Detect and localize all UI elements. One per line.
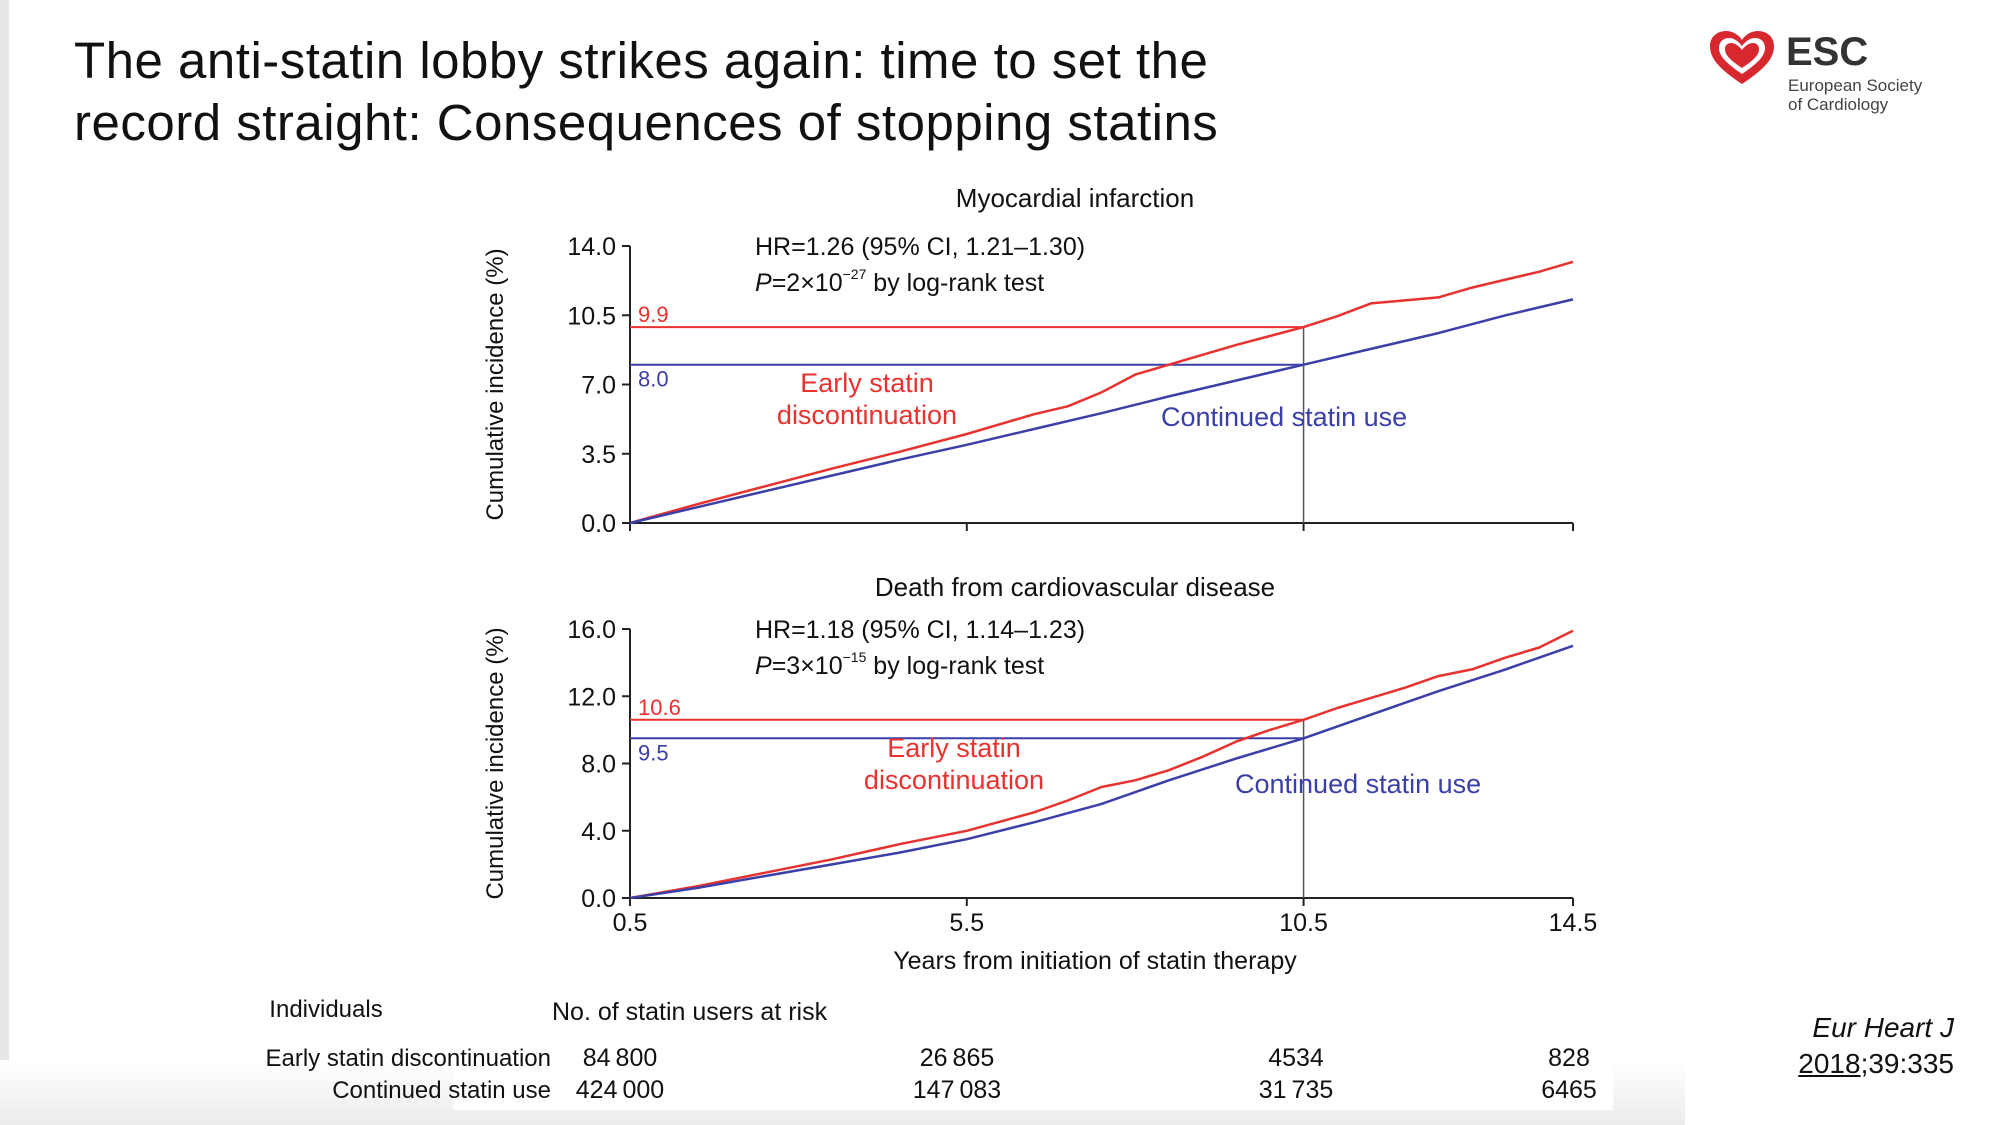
series-label-early-line2: discontinuation [777, 400, 957, 430]
y-tick-label: 16.0 [567, 616, 616, 644]
risk-table-row-label: Continued statin use [332, 1077, 551, 1104]
y-tick-label: 8.0 [581, 751, 616, 779]
risk-table-cell: 424 000 [576, 1076, 664, 1104]
slide-left-edge [0, 0, 9, 1125]
series-label-early-line1: Early statin [887, 733, 1021, 763]
risk-table-cell: 31 735 [1259, 1076, 1334, 1104]
p-value-base: =3×10 [772, 652, 843, 680]
p-value-base: =2×10 [772, 269, 843, 297]
heart-icon [1710, 31, 1774, 84]
slide-title-line1: The anti-statin lobby strikes again: tim… [74, 32, 1209, 89]
risk-table: Individuals No. of statin users at riskEa… [266, 996, 1597, 1104]
p-symbol: P [755, 652, 772, 680]
x-tick-label: 14.5 [1549, 909, 1598, 937]
slide-title-line2: record straight: Consequences of stoppin… [74, 94, 1219, 151]
y-tick-label: 4.0 [581, 818, 616, 846]
slide-title: The anti-statin lobby strikes again: tim… [74, 30, 1218, 154]
citation-ref: 2018;39:335 [1798, 1046, 1954, 1082]
p-value-exponent: −27 [843, 266, 867, 282]
x-axis-label: Years from initiation of statin therapy [893, 947, 1297, 975]
p-value-annotation: P=2×10−27 by log-rank test [755, 266, 1044, 297]
y-tick-label: 12.0 [567, 683, 616, 711]
logo-subtitle: European Society of Cardiology [1788, 76, 1922, 114]
reference-value-label: 8.0 [638, 367, 669, 392]
series-label-continued: Continued statin use [1235, 769, 1481, 799]
risk-table-cell: 26 865 [920, 1044, 995, 1072]
y-tick-label: 3.5 [581, 441, 616, 469]
risk-table-header-individuals: Individuals [269, 996, 382, 1023]
y-tick-label: 10.5 [567, 302, 616, 330]
citation-journal: Eur Heart J [1812, 1012, 1954, 1043]
y-tick-label: 14.0 [567, 233, 616, 261]
citation: Eur Heart J 2018;39:335 [1798, 1010, 1954, 1082]
p-value-test: by log-rank test [866, 269, 1044, 297]
p-value-exponent: −15 [843, 649, 867, 665]
chart-title: Myocardial infarction [956, 183, 1194, 213]
p-value-test: by log-rank test [866, 652, 1044, 680]
y-tick-label: 0.0 [581, 510, 616, 538]
y-tick-label: 7.0 [581, 372, 616, 400]
logo-subtitle-line1: European Society [1788, 76, 1923, 95]
y-tick-label: 0.0 [581, 885, 616, 913]
series-line-early [629, 260, 1574, 525]
chart-panel-2: Death from cardiovascular disease Cumulat… [482, 572, 1597, 975]
series-line-continued [629, 298, 1574, 525]
chart-title: Death from cardiovascular disease [875, 572, 1275, 602]
series-label-early-line1: Early statin [800, 368, 934, 398]
esc-logo: ESC European Society of Cardiology [1708, 28, 1968, 118]
risk-table-cell: 84 800 [583, 1044, 658, 1072]
risk-table-row: Early statin discontinuation 84 800 26 865… [266, 1044, 1590, 1072]
x-tick-label: 0.5 [613, 909, 648, 937]
series-line-continued [629, 644, 1574, 900]
citation-year-link[interactable]: 2018 [1798, 1048, 1861, 1079]
y-axis-label: Cumulative incidence (%) [482, 248, 509, 520]
series-label-continued: Continued statin use [1161, 402, 1407, 432]
reference-value-label: 10.6 [638, 695, 681, 720]
figure-panel [453, 180, 1613, 1110]
x-tick-label: 5.5 [949, 909, 984, 937]
reference-value-label: 9.9 [638, 302, 669, 327]
series-label-early-line2: discontinuation [864, 765, 1044, 795]
risk-table-cell: 6465 [1541, 1076, 1597, 1104]
risk-table-row-label: Early statin discontinuation [266, 1045, 552, 1072]
hazard-ratio-annotation: HR=1.26 (95% CI, 1.21–1.30) [755, 233, 1085, 261]
risk-table-header-at-risk: No. of statin users at risk [552, 998, 828, 1026]
reference-value-label: 9.5 [638, 740, 669, 765]
risk-table-cell: 828 [1548, 1044, 1590, 1072]
y-axis-label: Cumulative incidence (%) [482, 627, 509, 899]
chart-panel-1: Myocardial infarction Cumulative incidenc… [482, 183, 1574, 538]
logo-name: ESC [1786, 30, 1869, 74]
citation-volume: ;39:335 [1860, 1048, 1954, 1079]
series-line-early [629, 629, 1574, 900]
x-tick-label: 10.5 [1279, 909, 1328, 937]
logo-subtitle-line2: of Cardiology [1788, 95, 1889, 114]
risk-table-row: Continued statin use 424 000 147 083 31 735… [332, 1076, 1597, 1104]
p-value-annotation: P=3×10−15 by log-rank test [755, 649, 1044, 680]
risk-table-cell: 147 083 [913, 1076, 1001, 1104]
p-symbol: P [755, 269, 772, 297]
risk-table-cell: 4534 [1268, 1044, 1324, 1072]
hazard-ratio-annotation: HR=1.18 (95% CI, 1.14–1.23) [755, 616, 1085, 644]
